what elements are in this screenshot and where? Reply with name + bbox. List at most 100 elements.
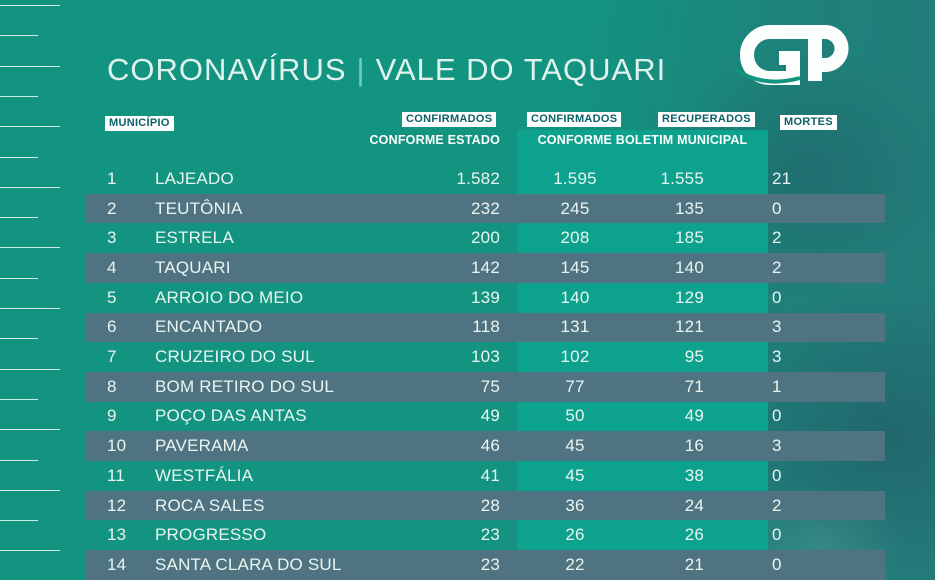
row-recovered: 71 [684,376,704,396]
row-recovered: 185 [675,228,704,248]
row-deaths: 3 [772,317,782,337]
row-confirmed-municipal: 1.595 [553,168,597,188]
row-deaths: 0 [772,287,782,307]
row-deaths: 1 [772,376,782,396]
row-rank: 10 [107,436,127,456]
municipality-table: 1 LAJEADO 1.582 1.595 1.555 21 2 TEUTÔNI… [85,164,885,580]
ruler-line [0,398,38,400]
row-rank: 8 [107,376,117,396]
subheader-conforme-boletim-municipal: CONFORME BOLETIM MUNICIPAL [537,133,748,147]
row-rank: 12 [107,495,127,515]
row-deaths: 0 [772,465,782,485]
table-row: 7 CRUZEIRO DO SUL 103 102 95 3 [85,342,885,372]
ruler-line [0,368,60,370]
row-deaths: 0 [772,198,782,218]
table-row: 13 PROGRESSO 23 26 26 0 [85,520,885,550]
row-municipality: ARROIO DO MEIO [155,287,304,307]
row-recovered: 135 [675,198,704,218]
ruler-line [0,35,38,37]
margin-ruler-lines [0,0,70,580]
ruler-line [0,156,38,158]
row-municipality: CRUZEIRO DO SUL [155,347,315,367]
row-confirmed-state: 142 [471,257,500,277]
title-part1: CORONAVÍRUS [107,52,347,87]
row-deaths: 2 [772,257,782,277]
row-confirmed-municipal: 145 [560,257,590,277]
row-confirmed-municipal: 131 [560,317,590,337]
ruler-line [0,65,60,67]
row-rank: 3 [107,228,117,248]
row-recovered: 121 [675,317,704,337]
row-confirmed-municipal: 36 [565,495,585,515]
row-confirmed-municipal: 140 [560,287,590,307]
row-municipality: ENCANTADO [155,317,263,337]
row-recovered: 24 [684,495,704,515]
table-row: 11 WESTFÁLIA 41 45 38 0 [85,461,885,491]
row-confirmed-state: 46 [480,436,500,456]
table-row: 2 TEUTÔNIA 232 245 135 0 [85,193,885,224]
row-confirmed-state: 49 [480,406,500,426]
row-deaths: 0 [772,525,782,545]
header-confirmed-state: CONFIRMADOS [402,112,497,127]
row-rank: 4 [107,257,117,277]
row-municipality: SANTA CLARA DO SUL [155,554,342,574]
row-recovered: 21 [684,554,704,574]
table-row: 3 ESTRELA 200 208 185 2 [85,223,885,253]
row-confirmed-state: 139 [471,287,500,307]
table-row: 4 TAQUARI 142 145 140 2 [85,253,885,283]
row-rank: 5 [107,287,117,307]
row-confirmed-state: 75 [480,376,500,396]
row-confirmed-municipal: 26 [565,525,585,545]
row-deaths: 0 [772,554,782,574]
row-recovered: 95 [684,347,704,367]
row-confirmed-municipal: 50 [565,406,585,426]
ruler-line [0,247,60,249]
table-row: 12 ROCA SALES 28 36 24 2 [85,490,885,521]
row-confirmed-municipal: 22 [565,554,585,574]
title-part2: VALE DO TAQUARI [375,52,667,87]
row-municipality: LAJEADO [155,168,234,188]
row-recovered: 26 [684,525,704,545]
row-municipality: TAQUARI [155,257,231,277]
row-recovered: 129 [675,287,704,307]
ruler-line [0,186,60,188]
row-confirmed-state: 232 [471,198,500,218]
table-row: 10 PAVERAMA 46 45 16 3 [85,431,885,462]
gp-logo [730,12,855,94]
header-confirmed-municipal: CONFIRMADOS [527,112,622,127]
row-confirmed-state: 28 [480,495,500,515]
row-confirmed-state: 23 [480,525,500,545]
row-recovered: 16 [684,436,704,456]
row-confirmed-state: 103 [471,347,500,367]
table-row: 5 ARROIO DO MEIO 139 140 129 0 [85,283,885,313]
ruler-line [0,489,60,491]
row-municipality: ROCA SALES [155,495,265,515]
header-recovered: RECUPERADOS [658,112,755,127]
ruler-line [0,217,38,219]
row-recovered: 38 [684,465,704,485]
row-rank: 13 [107,525,127,545]
row-confirmed-municipal: 245 [560,198,590,218]
row-municipality: TEUTÔNIA [155,198,243,218]
row-deaths: 3 [772,436,782,456]
row-municipality: PROGRESSO [155,525,267,545]
table-row: 14 SANTA CLARA DO SUL 23 22 21 0 [85,550,885,580]
row-municipality: WESTFÁLIA [155,465,254,485]
row-rank: 6 [107,317,117,337]
row-recovered: 1.555 [660,168,704,188]
row-rank: 9 [107,406,117,426]
row-municipality: POÇO DAS ANTAS [155,406,307,426]
header-municipio: MUNICÍPIO [105,116,174,131]
row-rank: 14 [107,554,127,574]
ruler-line [0,308,60,309]
header-deaths: MORTES [780,115,837,130]
row-municipality: ESTRELA [155,228,234,248]
ruler-line [0,277,38,279]
row-deaths: 0 [772,406,782,426]
row-rank: 11 [107,465,126,485]
row-rank: 1 [107,168,117,188]
ruler-line [0,550,60,552]
table-row: 1 LAJEADO 1.582 1.595 1.555 21 [85,164,885,194]
